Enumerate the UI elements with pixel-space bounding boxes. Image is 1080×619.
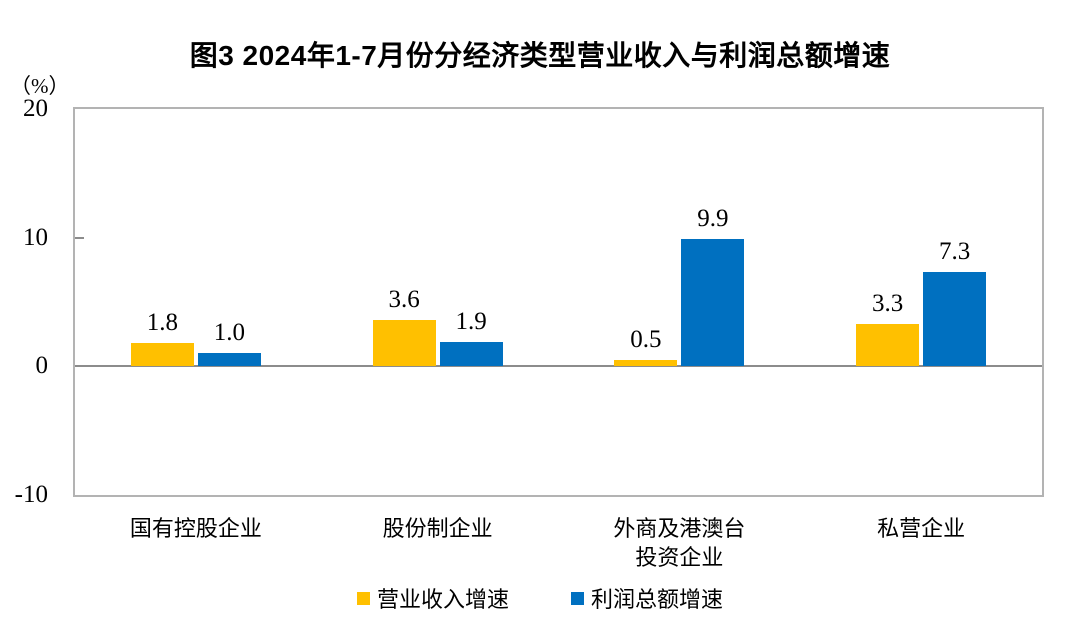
bar-profit	[681, 239, 745, 367]
bar-revenue	[614, 360, 678, 367]
legend-label: 利润总额增速	[591, 587, 724, 612]
bar-value-label: 3.3	[872, 290, 904, 318]
legend-label: 营业收入增速	[376, 587, 509, 612]
bar-revenue	[130, 343, 194, 367]
y-axis-tick-label: -10	[14, 481, 48, 508]
legend-item: 营业收入增速	[356, 582, 509, 614]
category-label: 股份制企业	[382, 516, 493, 541]
bar-profit	[923, 272, 987, 367]
legend: 营业收入增速 利润总额增速	[0, 582, 1080, 614]
bar-value-label: 1.8	[146, 309, 178, 337]
chart-title: 图3 2024年1-7月份分经济类型营业收入与利润总额增速	[189, 40, 891, 71]
zero-line	[75, 365, 1042, 368]
bar-value-label: 1.9	[455, 308, 487, 336]
y-axis-tick-label: 0	[35, 352, 49, 380]
category-label: 私营企业	[877, 516, 966, 541]
y-axis-tick-label: 20	[23, 95, 48, 122]
legend-item: 利润总额增速	[571, 582, 723, 614]
bar-value-label: 0.5	[630, 326, 662, 354]
y-axis-tick-label: 10	[23, 223, 48, 251]
bar-value-label: 3.6	[388, 286, 420, 314]
legend-swatch-icon	[356, 591, 370, 605]
bar-profit	[197, 353, 261, 367]
bar-profit	[439, 342, 503, 367]
bar-revenue	[856, 324, 920, 367]
bar-revenue	[372, 320, 436, 367]
plot-area: 1.8 1.0 3.6 1.9 0.5 9.9 3.3 7.3	[73, 107, 1044, 497]
y-axis-unit-label: （%）	[10, 74, 70, 98]
category-label: 外商及港澳台 投资企业	[613, 516, 746, 570]
bar-value-label: 9.9	[697, 205, 729, 233]
bar-value-label: 1.0	[213, 319, 245, 347]
y-axis-tick-mark	[75, 236, 84, 239]
legend-swatch-icon	[571, 591, 584, 605]
bar-value-label: 7.3	[939, 238, 971, 266]
category-label: 国有控股企业	[129, 516, 262, 541]
